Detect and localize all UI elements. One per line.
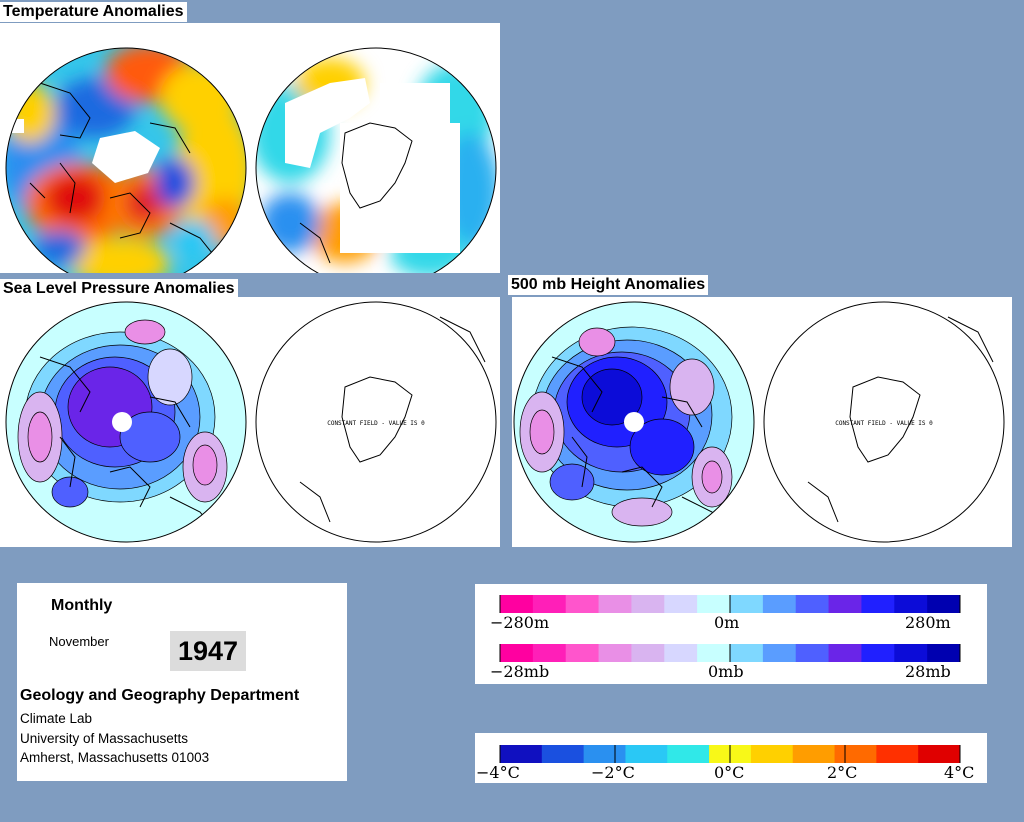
- pressure-legend-swatch: [697, 644, 731, 662]
- temp-legend-plus4: 4°C: [944, 763, 975, 782]
- height-title: 500 mb Height Anomalies: [508, 275, 709, 295]
- info-box: Monthly November 1947 Geology and Geogra…: [17, 583, 347, 781]
- height-legend-swatch: [795, 595, 830, 613]
- temperature-legend-swatch: [541, 745, 585, 763]
- height-legend-swatch: [598, 595, 632, 613]
- temp-legend-minus2: −2°C: [591, 763, 635, 782]
- temperature-legend-swatch: [876, 745, 919, 763]
- pressure-legend-swatch: [861, 644, 895, 662]
- height-legend-swatch: [927, 595, 961, 613]
- temperature-legend-swatch: [918, 745, 961, 763]
- year-label: 1947: [170, 631, 246, 671]
- frequency-label: Monthly: [51, 597, 113, 614]
- height-north-map: [514, 302, 754, 542]
- pressure-legend-swatch: [598, 644, 632, 662]
- height-legend-swatch: [532, 595, 567, 613]
- height-south-map: CONSTANT FIELD - VALUE IS 0: [763, 301, 1005, 543]
- slp-panel: CONSTANT FIELD - VALUE IS 0: [0, 297, 500, 547]
- pressure-legend-mid: 0mb: [708, 662, 744, 681]
- pressure-legend-min: −28mb: [490, 662, 550, 681]
- slp-south-map: CONSTANT FIELD - VALUE IS 0: [255, 301, 497, 543]
- height-constant-label: CONSTANT FIELD - VALUE IS 0: [835, 420, 933, 427]
- temperature-maps: [5, 47, 497, 273]
- pressure-legend-swatch: [664, 644, 698, 662]
- height-legend-swatch: [730, 595, 764, 613]
- pressure-legend-swatch: [762, 644, 797, 662]
- temperature-panel: [0, 23, 500, 273]
- temperature-legend-swatch: [500, 745, 543, 763]
- slp-maps: CONSTANT FIELD - VALUE IS 0: [5, 301, 497, 543]
- temperature-legend-swatch: [583, 745, 626, 763]
- pressure-legend-swatch: [500, 644, 534, 662]
- temp-legend-zero: 0°C: [714, 763, 745, 782]
- pressure-legend-swatch: [828, 644, 862, 662]
- temperature-title: Temperature Anomalies: [0, 2, 187, 22]
- anomaly-legend: −280m 0m 280m −28mb 0mb 28mb: [475, 584, 987, 684]
- pressure-legend-swatch: [894, 644, 928, 662]
- pressure-legend-swatch: [565, 644, 600, 662]
- pressure-legend-swatch: [532, 644, 567, 662]
- temp-legend-minus4: −4°C: [476, 763, 520, 782]
- height-legend-mid: 0m: [714, 613, 740, 632]
- height-maps: CONSTANT FIELD - VALUE IS 0: [513, 301, 1005, 543]
- pressure-legend-swatch: [730, 644, 764, 662]
- temperature-legend: −4°C −2°C 0°C 2°C 4°C: [475, 733, 987, 783]
- address-label: Amherst, Massachusetts 01003: [20, 750, 210, 765]
- height-legend-swatch: [565, 595, 600, 613]
- height-legend-min: −280m: [490, 613, 550, 632]
- department-label: Geology and Geography Department: [20, 687, 300, 704]
- temperature-legend-swatch: [625, 745, 668, 763]
- temperature-legend-swatch: [750, 745, 794, 763]
- anomaly-color-bars: [499, 595, 961, 662]
- slp-constant-label: CONSTANT FIELD - VALUE IS 0: [327, 420, 425, 427]
- height-legend-swatch: [828, 595, 862, 613]
- height-legend-max: 280m: [905, 613, 951, 632]
- height-legend-swatch: [697, 595, 731, 613]
- height-legend-swatch: [894, 595, 928, 613]
- slp-title: Sea Level Pressure Anomalies: [0, 279, 238, 299]
- height-legend-swatch: [664, 595, 698, 613]
- height-legend-swatch: [861, 595, 895, 613]
- month-label: November: [49, 634, 109, 649]
- height-legend-swatch: [500, 595, 534, 613]
- height-legend-swatch: [631, 595, 665, 613]
- height-legend-swatch: [762, 595, 797, 613]
- temp-legend-plus2: 2°C: [827, 763, 858, 782]
- temperature-legend-swatch: [667, 745, 710, 763]
- temperature-legend-swatch: [834, 745, 877, 763]
- pressure-legend-swatch: [927, 644, 961, 662]
- temperature-north-map: [6, 48, 246, 273]
- temperature-legend-swatch: [792, 745, 836, 763]
- temperature-south-map: [256, 48, 496, 273]
- temperature-color-bar: [499, 745, 961, 763]
- height-panel: CONSTANT FIELD - VALUE IS 0: [512, 297, 1012, 547]
- university-label: University of Massachusetts: [20, 731, 189, 746]
- pressure-legend-swatch: [631, 644, 665, 662]
- lab-label: Climate Lab: [20, 711, 93, 726]
- pressure-legend-swatch: [795, 644, 830, 662]
- pressure-legend-max: 28mb: [905, 662, 951, 681]
